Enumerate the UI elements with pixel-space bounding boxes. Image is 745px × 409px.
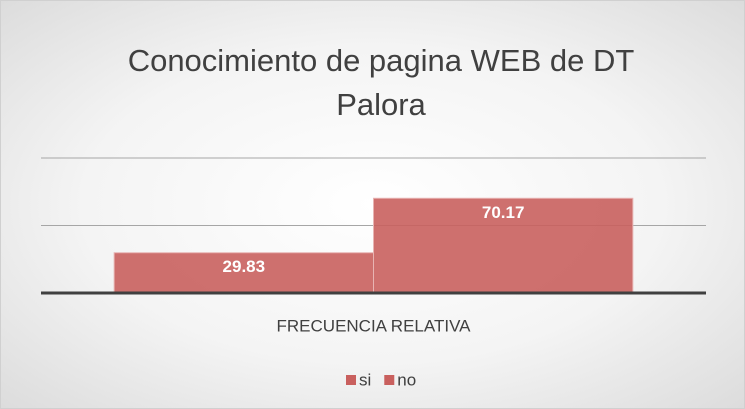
legend-swatch xyxy=(346,375,356,385)
data-label: 70.17 xyxy=(482,203,525,222)
legend-label: no xyxy=(397,370,416,389)
legend-label: si xyxy=(359,370,371,389)
data-label: 29.83 xyxy=(223,257,266,276)
legend-swatch xyxy=(384,375,395,385)
chart-title: Conocimiento de pagina WEB de DT Palora xyxy=(127,43,635,122)
x-tick-label: FRECUENCIA RELATIVA xyxy=(277,316,472,335)
